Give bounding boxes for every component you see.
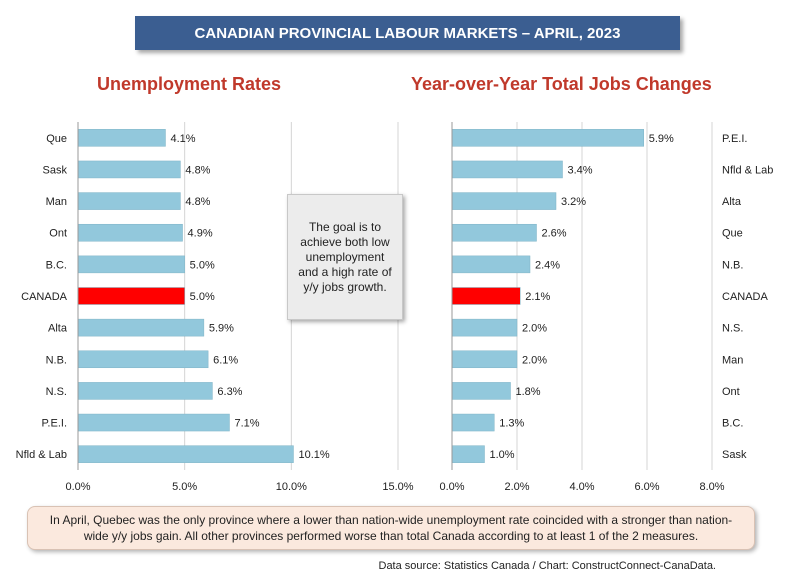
jobs-bar bbox=[451, 350, 518, 369]
unemployment-category-label: N.B. bbox=[46, 354, 67, 366]
unemployment-chart-title: Unemployment Rates bbox=[97, 74, 282, 94]
jobs-value-label: 2.0% bbox=[522, 323, 547, 335]
jobs-value-label: 2.4% bbox=[535, 259, 560, 271]
jobs-bar bbox=[451, 255, 531, 274]
jobs-category-label: Nfld & Lab bbox=[722, 164, 773, 176]
chart-title-banner: CANADIAN PROVINCIAL LABOUR MARKETS – APR… bbox=[135, 16, 680, 50]
jobs-value-label: 3.2% bbox=[561, 196, 586, 208]
jobs-value-label: 1.8% bbox=[516, 386, 541, 398]
jobs-value-label: 2.1% bbox=[525, 291, 550, 303]
jobs-value-label: 5.9% bbox=[649, 133, 674, 145]
jobs-change-chart-title: Year-over-Year Total Jobs Changes bbox=[411, 74, 712, 94]
unemployment-tick-label: 10.0% bbox=[276, 481, 307, 493]
summary-box: In April, Quebec was the only province w… bbox=[27, 506, 755, 550]
goal-note-text: The goal is to achieve both low unemploy… bbox=[298, 219, 392, 294]
unemployment-value-label: 4.8% bbox=[185, 196, 210, 208]
jobs-category-label: N.S. bbox=[722, 323, 743, 335]
unemployment-value-label: 4.1% bbox=[170, 133, 195, 145]
unemployment-tick-label: 5.0% bbox=[172, 481, 197, 493]
jobs-bar bbox=[451, 382, 511, 400]
unemployment-value-label: 5.0% bbox=[190, 291, 215, 303]
unemployment-category-label: CANADA bbox=[21, 291, 68, 303]
unemployment-category-label: Nfld & Lab bbox=[16, 449, 67, 461]
jobs-tick-label: 0.0% bbox=[439, 481, 464, 493]
jobs-bar bbox=[451, 413, 495, 432]
jobs-category-label: Que bbox=[722, 228, 743, 240]
jobs-category-label: Ont bbox=[722, 386, 740, 398]
jobs-value-label: 2.0% bbox=[522, 354, 547, 366]
unemployment-value-label: 5.9% bbox=[209, 323, 234, 335]
unemployment-category-label: Que bbox=[46, 133, 67, 145]
jobs-category-label: CANADA bbox=[722, 291, 769, 303]
jobs-tick-label: 6.0% bbox=[634, 481, 659, 493]
jobs-category-label: Man bbox=[722, 354, 743, 366]
jobs-bar bbox=[451, 318, 518, 337]
unemployment-value-label: 6.3% bbox=[217, 386, 242, 398]
jobs-bar bbox=[451, 129, 644, 147]
jobs-bar bbox=[451, 223, 537, 242]
jobs-category-label: P.E.I. bbox=[722, 133, 747, 145]
jobs-bar bbox=[451, 287, 521, 305]
jobs-value-label: 3.4% bbox=[568, 164, 593, 176]
unemployment-category-label: Alta bbox=[48, 323, 68, 335]
jobs-value-label: 1.3% bbox=[499, 418, 524, 430]
jobs-bar bbox=[451, 160, 563, 179]
jobs-category-label: Alta bbox=[722, 196, 742, 208]
unemployment-value-label: 10.1% bbox=[298, 449, 329, 461]
jobs-bar bbox=[451, 445, 485, 463]
goal-note-box: The goal is to achieve both low unemploy… bbox=[287, 194, 403, 320]
unemployment-value-label: 4.9% bbox=[188, 228, 213, 240]
jobs-category-label: B.C. bbox=[722, 418, 743, 430]
unemployment-value-label: 5.0% bbox=[190, 259, 215, 271]
unemployment-tick-label: 15.0% bbox=[382, 481, 413, 493]
jobs-tick-label: 4.0% bbox=[569, 481, 594, 493]
unemployment-category-label: B.C. bbox=[46, 259, 67, 271]
unemployment-value-label: 4.8% bbox=[185, 164, 210, 176]
unemployment-value-label: 7.1% bbox=[234, 418, 259, 430]
summary-text: In April, Quebec was the only province w… bbox=[49, 513, 733, 543]
unemployment-category-label: N.S. bbox=[46, 386, 67, 398]
jobs-category-label: Sask bbox=[722, 449, 747, 461]
jobs-value-label: 1.0% bbox=[490, 449, 515, 461]
jobs-category-label: N.B. bbox=[722, 259, 743, 271]
jobs-tick-label: 2.0% bbox=[504, 481, 529, 493]
jobs-value-label: 2.6% bbox=[542, 228, 567, 240]
jobs-bar bbox=[451, 192, 557, 210]
data-source-text: Data source: Statistics Canada / Chart: … bbox=[378, 560, 717, 572]
unemployment-category-label: Ont bbox=[49, 228, 67, 240]
unemployment-tick-label: 0.0% bbox=[65, 481, 90, 493]
unemployment-category-label: P.E.I. bbox=[42, 418, 67, 430]
unemployment-value-label: 6.1% bbox=[213, 354, 238, 366]
unemployment-category-label: Man bbox=[46, 196, 67, 208]
unemployment-category-label: Sask bbox=[43, 164, 68, 176]
jobs-tick-label: 8.0% bbox=[699, 481, 724, 493]
